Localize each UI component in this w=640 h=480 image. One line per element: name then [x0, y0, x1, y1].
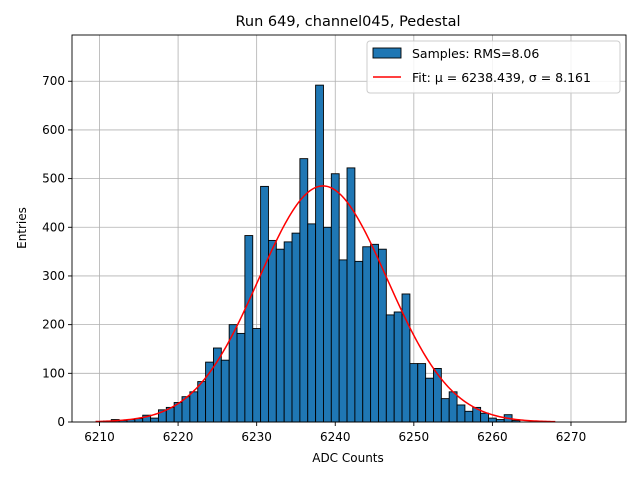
y-tick-label-2: 200 — [42, 318, 65, 332]
chart-title: Run 649, channel045, Pedestal — [235, 14, 460, 30]
histogram-bar-20 — [260, 185, 269, 423]
legend-histogram-label: Samples: RMS=8.06 — [412, 46, 539, 61]
histogram-bar-28 — [323, 226, 332, 423]
histogram-bar-26 — [307, 223, 317, 423]
y-tick-label-4: 400 — [42, 220, 65, 234]
y-axis-ticks: 0 100 200 300 400 500 600 700 — [42, 74, 72, 429]
y-tick-label-6: 600 — [42, 123, 65, 137]
histogram-bar-15 — [220, 359, 230, 423]
histogram-bar-6 — [150, 417, 159, 423]
histogram-bar-34 — [370, 243, 379, 423]
histogram-bar-45 — [456, 404, 466, 423]
histogram-bar-48 — [480, 412, 489, 423]
histogram-bar-39 — [409, 363, 419, 423]
fit-curve — [95, 185, 556, 423]
x-tick-label-5: 6260 — [477, 430, 508, 444]
legend-histogram-swatch — [372, 47, 402, 59]
x-tick-label-0: 6210 — [84, 430, 115, 444]
histogram-bar-14 — [212, 347, 222, 423]
x-axis-label: ADC Counts — [312, 451, 384, 465]
histogram-bar-49 — [488, 417, 497, 423]
histogram-bar-46 — [464, 410, 474, 423]
histogram-bar-13 — [205, 361, 214, 423]
x-tick-label-2: 6230 — [241, 430, 272, 444]
histogram-bar-11 — [189, 391, 199, 423]
histogram-bar-19 — [252, 328, 262, 423]
y-tick-label-3: 300 — [42, 269, 65, 283]
histogram-bar-27 — [315, 84, 324, 423]
histogram-bars — [102, 84, 521, 423]
x-tick-label-1: 6220 — [163, 430, 194, 444]
histogram-bar-21 — [268, 239, 277, 423]
histogram-bar-43 — [440, 398, 450, 423]
x-tick-label-6: 6270 — [556, 430, 587, 444]
y-tick-label-5: 500 — [42, 172, 65, 186]
histogram-bar-33 — [362, 246, 372, 423]
x-tick-label-3: 6240 — [320, 430, 351, 444]
histogram-bar-18 — [244, 235, 254, 423]
legend-fit-label: Fit: μ = 6238.439, σ = 8.161 — [412, 70, 591, 85]
histogram-bar-22 — [275, 248, 285, 423]
y-tick-label-7: 700 — [42, 74, 65, 88]
histogram-bar-12 — [197, 381, 207, 423]
histogram-bar-25 — [299, 158, 309, 423]
histogram-bar-24 — [291, 232, 301, 423]
y-axis-label: Entries — [15, 207, 29, 249]
y-tick-label-1: 100 — [42, 366, 65, 380]
legend: Samples: RMS=8.06 Fit: μ = 6238.439, σ =… — [366, 40, 621, 94]
histogram-bar-40 — [417, 363, 427, 423]
histogram-bar-44 — [448, 391, 458, 423]
histogram-bar-36 — [385, 314, 395, 423]
legend-box — [366, 40, 621, 94]
x-tick-label-4: 6250 — [399, 430, 430, 444]
histogram-bar-31 — [346, 167, 356, 423]
plot-frame — [71, 34, 627, 423]
histogram-bar-30 — [338, 259, 348, 423]
histogram-bar-23 — [283, 241, 293, 423]
histogram-bar-41 — [425, 377, 434, 423]
histogram-bar-37 — [393, 311, 403, 423]
x-axis-ticks: 6210 6220 6230 6240 6250 6260 6270 — [84, 422, 586, 444]
histogram-bar-29 — [330, 173, 340, 423]
histogram-bar-32 — [354, 260, 364, 423]
y-tick-label-0: 0 — [57, 415, 65, 429]
histogram-bar-17 — [236, 332, 246, 423]
